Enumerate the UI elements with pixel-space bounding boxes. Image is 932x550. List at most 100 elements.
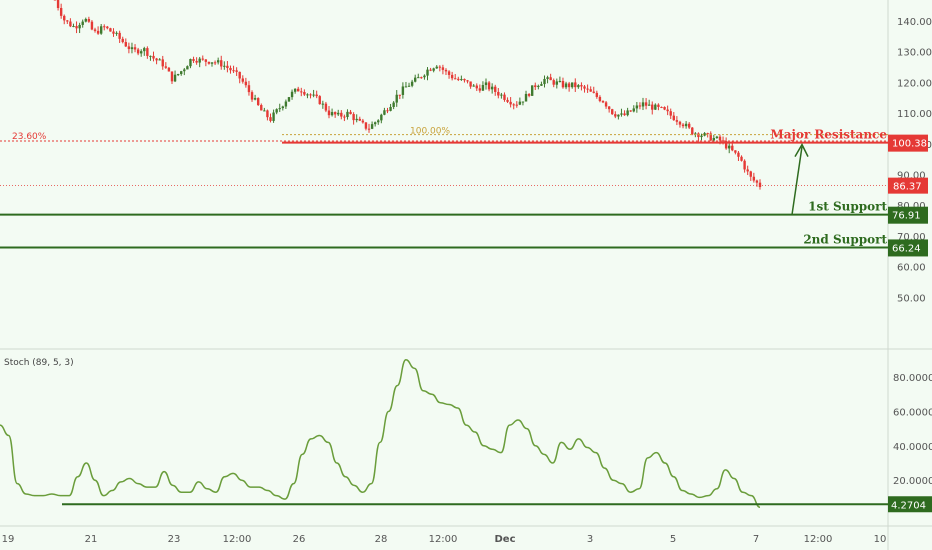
candle-body (450, 74, 454, 79)
candle-body (660, 106, 663, 108)
candle-body (611, 109, 614, 115)
price-tick-label: 130.00 (897, 48, 932, 59)
candle-body (389, 106, 392, 111)
price-tick-label: 120.00 (897, 78, 932, 89)
candle-body (250, 92, 254, 100)
level-price-tag-text: 66.24 (892, 243, 921, 254)
candle-body (577, 85, 580, 88)
price-tick-label: 140.00 (897, 17, 932, 28)
candle-body (697, 133, 700, 138)
price-tick-label: 50.00 (897, 293, 926, 304)
candle-body (694, 133, 697, 135)
candle-body (524, 93, 528, 102)
candle-body (555, 81, 559, 85)
candle-body (438, 66, 442, 68)
x-tick-label: Dec (494, 534, 515, 545)
stoch-line (0, 359, 761, 509)
candle-body (410, 81, 414, 86)
candle-body (161, 59, 164, 67)
candle-body (173, 74, 177, 82)
candle-body (515, 104, 518, 106)
candle-body (337, 112, 340, 115)
candle-body (59, 7, 63, 16)
stoch-tick-label: 40.0000 (893, 442, 932, 453)
candle-body (241, 78, 244, 82)
candle-body (398, 94, 402, 96)
candle-body (152, 55, 155, 59)
price-tick-label: 60.00 (897, 263, 926, 274)
candle-body (81, 21, 84, 25)
candle-body (370, 124, 374, 129)
candle-body (583, 86, 586, 89)
candle-body (143, 48, 146, 52)
candle-body (592, 91, 595, 93)
price-tick-label: 110.00 (897, 109, 932, 120)
candle-body (210, 62, 214, 64)
candle-body (506, 99, 509, 102)
candle-body (454, 78, 457, 80)
candle-body (84, 18, 87, 22)
candle-body (503, 94, 506, 100)
price-tick-label: 90.00 (897, 171, 926, 182)
candle-body (657, 104, 660, 107)
candle-body (300, 91, 303, 93)
candle-body (457, 78, 460, 80)
candle-body (432, 68, 435, 71)
candle-body (318, 96, 321, 105)
stoch-value-tag-text: 4.2704 (891, 500, 926, 511)
candle-body (127, 46, 131, 50)
candle-body (263, 110, 266, 112)
candle-body (629, 110, 632, 112)
candle-body (669, 111, 672, 116)
candle-body (731, 145, 734, 151)
candle-body (56, 0, 60, 8)
candle-body (140, 51, 143, 54)
candle-body (737, 152, 740, 157)
candle-body (133, 47, 137, 50)
candle-body (63, 15, 66, 21)
candle-body (497, 91, 500, 96)
candle-body (183, 69, 186, 72)
candle-body (401, 86, 405, 95)
candle-body (109, 28, 112, 32)
candle-body (672, 115, 675, 121)
candle-body (746, 169, 749, 172)
candle-body (706, 133, 709, 135)
candle-body (475, 85, 478, 89)
candle-body (626, 110, 629, 116)
candle-body (99, 26, 103, 34)
candle-body (494, 86, 497, 92)
candle-body (229, 67, 232, 71)
candle-body (87, 18, 91, 22)
candle-body (364, 122, 368, 129)
candle-body (423, 75, 426, 78)
candle-body (617, 114, 620, 117)
candle-body (216, 60, 220, 63)
fib-label-100: 100.00% (410, 127, 450, 137)
candle-body (758, 182, 762, 188)
candle-body (518, 101, 522, 105)
candle-body (574, 82, 577, 88)
candle-body (189, 59, 192, 67)
candle-body (377, 120, 380, 123)
candle-body (604, 102, 608, 107)
candle-body (327, 110, 331, 116)
candle-body (755, 180, 759, 183)
price-tick-label: 70.00 (897, 232, 926, 243)
candle-body (404, 86, 408, 88)
candle-body (93, 29, 97, 31)
candle-body (352, 114, 355, 121)
candle-body (718, 136, 722, 141)
candle-body (167, 67, 171, 72)
candle-body (586, 88, 589, 90)
candle-body (463, 78, 466, 81)
candle-body (623, 113, 626, 116)
candle-body (343, 116, 346, 118)
candle-body (647, 104, 651, 106)
candle-body (543, 78, 546, 85)
fib-label-23-6: 23.60% (12, 132, 47, 142)
candle-body (684, 123, 688, 127)
candle-body (293, 88, 297, 92)
candle-body (226, 65, 229, 68)
